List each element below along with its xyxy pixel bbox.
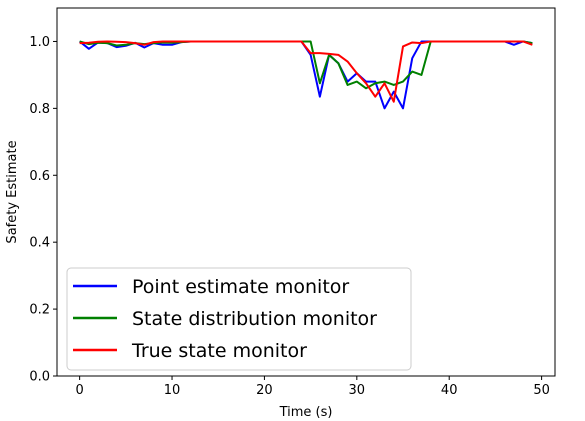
x-tick-label: 50: [533, 383, 550, 398]
x-axis-label: Time (s): [279, 405, 333, 420]
legend-box: [66, 267, 412, 371]
y-tick-label: 0.8: [29, 102, 50, 117]
y-tick-label: 0.2: [29, 303, 50, 318]
plot-frame: [56, 7, 556, 377]
y-axis-label: Safety Estimate: [5, 140, 20, 243]
legend-label: State distribution monitor: [132, 308, 377, 330]
y-tick-label: 0.0: [29, 370, 50, 385]
y-tick-label: 0.4: [29, 236, 50, 251]
x-tick-label: 20: [256, 383, 273, 398]
plot-area: [56, 7, 556, 377]
series-line-point-estimate-monitor: [79, 40, 533, 110]
x-tick-label: 0: [75, 383, 83, 398]
y-tick-label: 0.6: [29, 169, 50, 184]
series-line-true-state-monitor: [79, 40, 533, 103]
y-axis: 0.0 0.2 0.4 0.6 0.8 1.0: [29, 35, 57, 385]
x-tick-label: 30: [349, 383, 366, 398]
y-tick-label: 1.0: [29, 35, 50, 50]
x-tick-label: 10: [164, 383, 181, 398]
series-layer: [79, 40, 533, 110]
x-axis: 0 10 20 30 40 50: [75, 376, 550, 398]
x-tick-label: 40: [441, 383, 458, 398]
legend-label: True state monitor: [131, 340, 307, 362]
legend: Point estimate monitor State distribution…: [66, 267, 412, 371]
legend-label: Point estimate monitor: [132, 276, 349, 298]
